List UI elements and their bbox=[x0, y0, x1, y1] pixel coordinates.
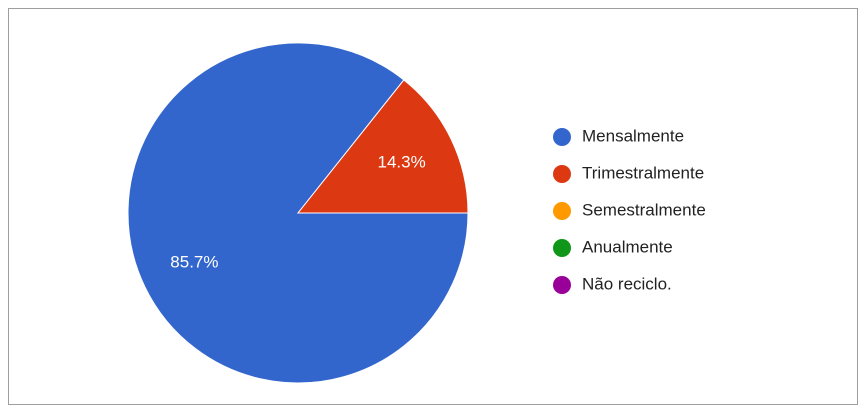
legend-text: Mensalmente bbox=[582, 126, 684, 145]
legend-text: Anualmente bbox=[582, 237, 673, 256]
pie-slice bbox=[296, 79, 469, 214]
legend-marker bbox=[553, 165, 571, 183]
slice-label: 14.3% bbox=[377, 153, 425, 172]
legend-text: Trimestralmente bbox=[582, 163, 704, 182]
legend-marker bbox=[553, 128, 571, 146]
legend-text: Não reciclo. bbox=[582, 274, 672, 293]
legend-marker bbox=[553, 276, 571, 294]
slice-label: 85.7% bbox=[170, 252, 218, 271]
legend-marker bbox=[553, 239, 571, 257]
legend-text: Semestralmente bbox=[582, 200, 706, 219]
legend-marker bbox=[553, 202, 571, 220]
